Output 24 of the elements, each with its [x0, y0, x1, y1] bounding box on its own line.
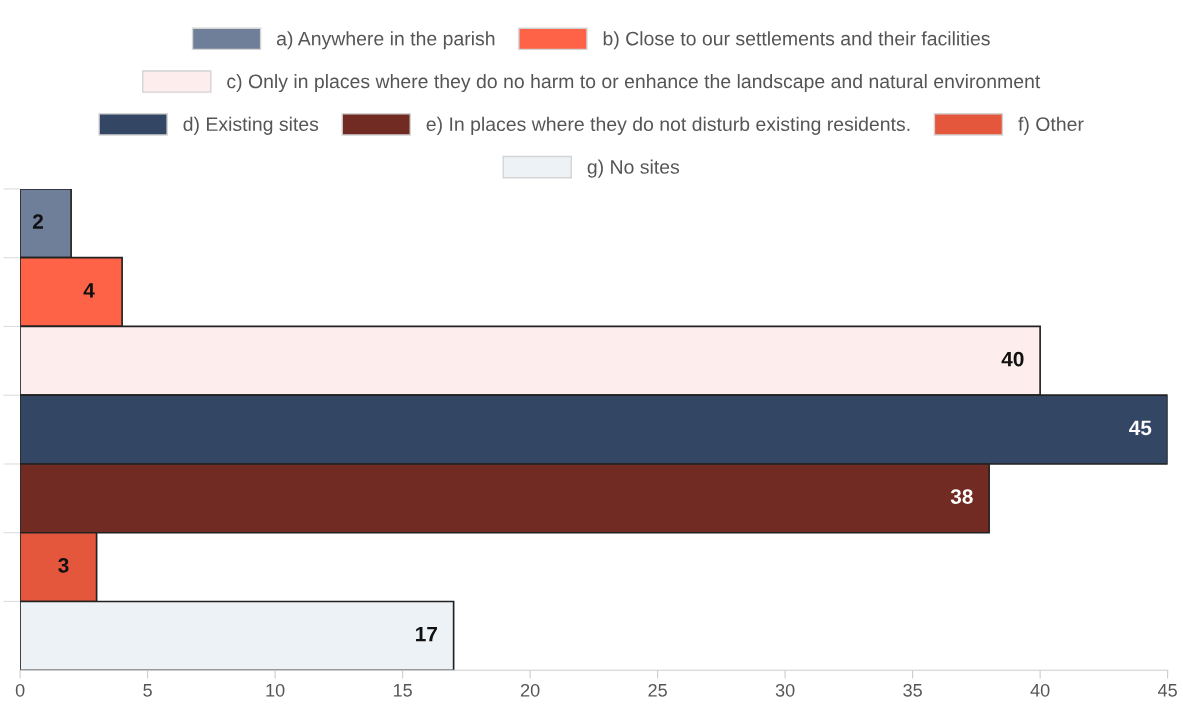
x-tick-label: 15	[393, 684, 412, 697]
data-label: 17	[416, 626, 437, 642]
data-label: 40	[1001, 351, 1024, 367]
x-tick-label: 0	[15, 683, 25, 697]
legend-label: e) In places where they do not disturb existing residents.	[426, 116, 910, 135]
data-label: 2	[32, 214, 43, 229]
data-label: 38	[950, 489, 973, 504]
legend-label: a) Anywhere in the parish	[276, 31, 495, 50]
x-tick-label: 30	[775, 683, 795, 697]
legend-label: b) Close to our settlements and their facilities	[603, 31, 990, 50]
data-label: 4	[83, 283, 95, 298]
legend-label: d) Existing sites	[183, 116, 319, 135]
x-tick-label: 10	[266, 683, 285, 697]
x-tick-label: 25	[648, 683, 667, 697]
x-tick-label: 45	[1158, 684, 1177, 697]
legend-label: g) No sites	[587, 159, 680, 178]
legend-label: f) Other	[1018, 116, 1084, 135]
x-tick-label: 5	[143, 684, 152, 697]
data-label: 45	[1129, 420, 1152, 436]
data-label: 3	[58, 557, 69, 573]
legend-label: c) Only in places where they do no harm to or enhance the landscape and natural environment	[227, 73, 1041, 93]
x-tick-label: 35	[903, 683, 922, 697]
x-tick-label: 20	[520, 683, 540, 697]
x-tick-label: 40	[1030, 683, 1050, 697]
